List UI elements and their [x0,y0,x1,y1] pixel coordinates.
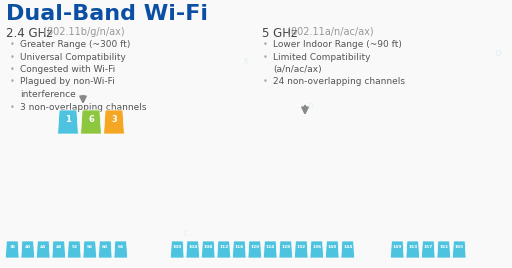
Text: 52: 52 [71,245,77,250]
Polygon shape [6,241,19,258]
Text: Dual-Band Wi-Fi: Dual-Band Wi-Fi [6,4,208,24]
Text: (802.11a/n/ac/ax): (802.11a/n/ac/ax) [284,27,374,37]
Text: 60: 60 [102,245,109,250]
Text: 157: 157 [424,245,433,250]
Text: 100: 100 [173,245,182,250]
Text: 116: 116 [234,245,244,250]
Text: o: o [495,48,501,58]
Text: (a/n/ac/ax): (a/n/ac/ax) [273,65,322,74]
Text: 1: 1 [65,115,71,124]
Text: 56: 56 [87,245,93,250]
Text: 44: 44 [40,245,47,250]
Polygon shape [406,241,419,258]
Polygon shape [36,241,50,258]
Text: 153: 153 [408,245,417,250]
Polygon shape [201,241,215,258]
Polygon shape [264,241,277,258]
Text: interference: interference [20,90,76,99]
Text: Universal Compatibility: Universal Compatibility [20,53,126,61]
Text: Plagued by non-Wi-Fi: Plagued by non-Wi-Fi [20,77,115,87]
Text: 48: 48 [56,245,62,250]
Text: •: • [263,77,268,87]
Polygon shape [341,241,355,258]
Text: (802.11b/g/n/ax): (802.11b/g/n/ax) [40,27,124,37]
Text: c: c [182,228,188,238]
Polygon shape [98,241,112,258]
Text: 64: 64 [118,245,124,250]
Text: 132: 132 [296,245,306,250]
Text: •: • [10,53,15,61]
Polygon shape [294,241,308,258]
Text: 161: 161 [439,245,449,250]
Polygon shape [391,241,404,258]
Polygon shape [103,110,124,134]
Text: 3 non-overlapping channels: 3 non-overlapping channels [20,102,146,111]
Text: 5 GHz: 5 GHz [262,27,297,40]
Polygon shape [279,241,292,258]
Polygon shape [310,241,324,258]
Polygon shape [83,241,97,258]
Text: 2.4 GHz: 2.4 GHz [6,27,53,40]
Text: 149: 149 [393,245,402,250]
Polygon shape [58,110,78,134]
Text: •: • [263,53,268,61]
Polygon shape [453,241,466,258]
Polygon shape [326,241,339,258]
Text: Lower Indoor Range (~90 ft): Lower Indoor Range (~90 ft) [273,40,402,49]
Polygon shape [248,241,262,258]
Text: 104: 104 [188,245,198,250]
Polygon shape [421,241,435,258]
Text: Limited Compatibility: Limited Compatibility [273,53,371,61]
Text: •: • [10,65,15,74]
Text: •: • [10,77,15,87]
Polygon shape [170,241,184,258]
Text: 136: 136 [312,245,322,250]
Text: 36: 36 [9,245,15,250]
Polygon shape [437,241,451,258]
Text: Congested with Wi-Fi: Congested with Wi-Fi [20,65,115,74]
Polygon shape [52,241,66,258]
Text: 140: 140 [328,245,337,250]
Text: 120: 120 [250,245,260,250]
Text: 112: 112 [219,245,228,250]
Text: 6: 6 [88,115,94,124]
Polygon shape [21,241,35,258]
Polygon shape [186,241,200,258]
Text: 108: 108 [204,245,213,250]
Text: •: • [10,102,15,111]
Text: 3: 3 [111,115,117,124]
Text: •: • [263,40,268,49]
Text: o: o [52,75,58,85]
Text: 124: 124 [266,245,275,250]
Polygon shape [81,110,101,134]
Polygon shape [68,241,81,258]
Text: 165: 165 [455,245,464,250]
Text: •: • [10,40,15,49]
Text: x: x [243,56,249,66]
Text: 24 non-overlapping channels: 24 non-overlapping channels [273,77,405,87]
Text: o: o [307,101,313,111]
Polygon shape [217,241,230,258]
Text: 144: 144 [343,245,352,250]
Text: 40: 40 [25,245,31,250]
Polygon shape [232,241,246,258]
Polygon shape [114,241,127,258]
Text: Greater Range (~300 ft): Greater Range (~300 ft) [20,40,131,49]
Text: 128: 128 [281,245,290,250]
